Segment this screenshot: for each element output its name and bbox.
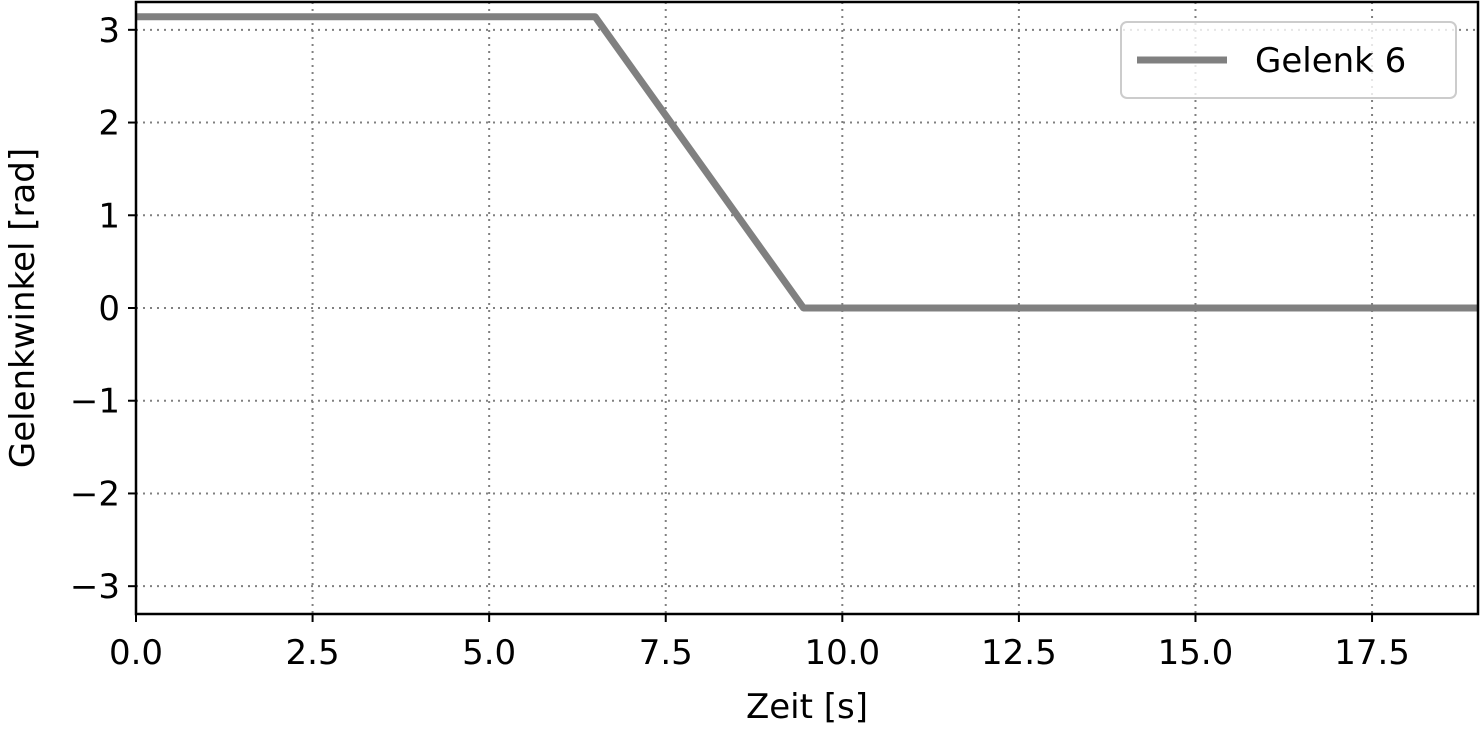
series-layer: [136, 13, 1478, 312]
y-axis-label: Gelenkwinkel [rad]: [3, 148, 43, 468]
legend-box: [1120, 21, 1457, 99]
y-axis-ticks: 3 2 1 0 −1 −2 −3: [70, 11, 136, 607]
y-tick-label: 2: [98, 104, 120, 144]
legend: Gelenk 6: [1120, 21, 1457, 99]
x-axis-ticks: 0.0 2.5 5.0 7.5 10.0 12.5 15.0 17.5: [109, 614, 1410, 673]
x-tick-label: 2.5: [286, 633, 340, 673]
x-tick-label: 17.5: [1334, 633, 1410, 673]
x-tick-label: 5.0: [462, 633, 516, 673]
y-tick-label: −3: [70, 567, 120, 607]
x-tick-label: 7.5: [639, 633, 693, 673]
x-tick-label: 12.5: [981, 633, 1057, 673]
x-tick-label: 0.0: [109, 633, 163, 673]
x-axis-label: Zeit [s]: [746, 687, 868, 727]
series-line-0: [136, 13, 1478, 312]
x-tick-label: 15.0: [1158, 633, 1234, 673]
legend-label: Gelenk 6: [1255, 41, 1406, 81]
y-tick-label: 0: [98, 289, 120, 329]
y-tick-label: 3: [98, 11, 120, 51]
y-tick-label: 1: [98, 196, 120, 236]
y-tick-label: −2: [70, 474, 120, 514]
x-tick-label: 10.0: [804, 633, 880, 673]
y-tick-label: −1: [70, 382, 120, 422]
